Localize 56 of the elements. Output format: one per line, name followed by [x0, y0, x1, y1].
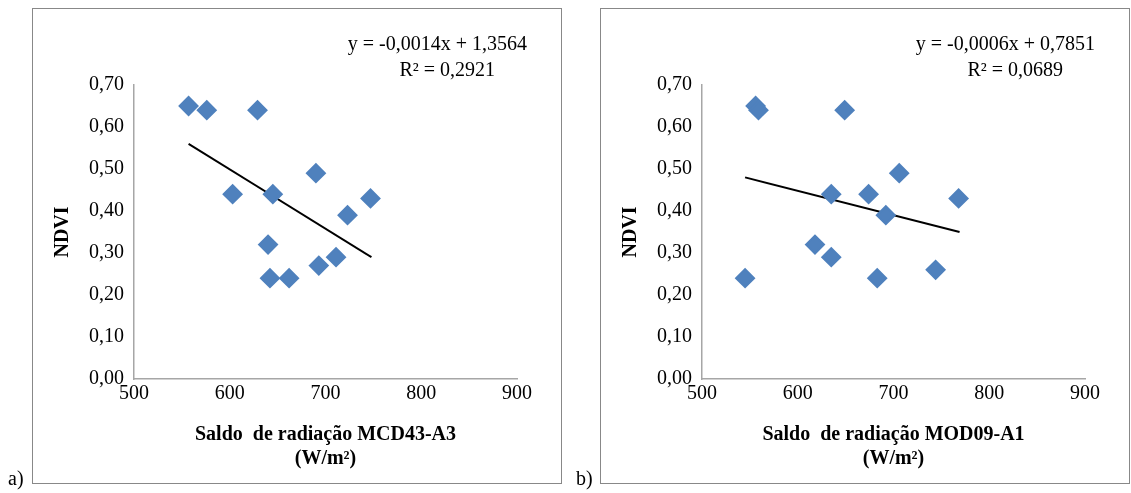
y-axis-title: NDVI — [50, 206, 73, 258]
x-axis-title: Saldo de radiação MOD09-A1 (W/m²) — [762, 422, 1025, 470]
point — [858, 184, 879, 205]
y-axis-title: NDVI — [618, 206, 641, 258]
x-tick-label: 600 — [214, 381, 245, 404]
y-tick-label: 0,20 — [657, 282, 692, 305]
point — [804, 234, 825, 255]
point — [889, 163, 910, 184]
x-tick-label: 900 — [502, 381, 532, 404]
y-tick-label: 0,40 — [657, 198, 692, 221]
y-tick-label: 0,70 — [657, 72, 692, 95]
text: b) — [576, 467, 594, 490]
text: a) — [8, 467, 25, 490]
point — [867, 268, 888, 289]
text: y = -0,0006x + 0,7851 — [915, 32, 1095, 56]
point — [262, 184, 283, 205]
x-axis-title: Saldo de radiação MCD43-A3 (W/m²) — [194, 422, 457, 470]
y-tick-label: 0,60 — [657, 114, 692, 137]
y-tick-label: 0,70 — [89, 72, 124, 95]
y-tick-label: 0,60 — [89, 114, 124, 137]
y-tick-label: 0,30 — [89, 240, 124, 263]
point — [834, 100, 855, 121]
point — [178, 96, 199, 116]
y-tick-label: 0,40 — [89, 198, 124, 221]
point — [821, 184, 842, 205]
point — [821, 247, 842, 268]
point — [196, 100, 217, 121]
point — [308, 255, 329, 276]
y-tick-label: 0,10 — [657, 324, 692, 347]
point — [259, 268, 280, 289]
y-tick-label: 0,50 — [89, 156, 124, 179]
x-tick-label: 900 — [1070, 381, 1100, 404]
point — [875, 205, 896, 226]
point — [279, 268, 300, 289]
y-tick-label: 0,50 — [657, 156, 692, 179]
point — [258, 234, 279, 255]
point — [305, 163, 326, 184]
x-tick-label: 800 — [974, 381, 1005, 404]
point — [360, 188, 381, 209]
point — [925, 259, 946, 280]
point — [948, 188, 969, 209]
point — [247, 100, 268, 121]
y-tick-label: 0,20 — [89, 282, 124, 305]
x-tick-label: 800 — [406, 381, 437, 404]
point — [326, 247, 347, 268]
point — [222, 184, 243, 205]
text: R² = 0,2921 — [399, 58, 495, 81]
y-tick-label: 0,10 — [89, 324, 124, 347]
y-tick-label: 0,30 — [657, 240, 692, 263]
point — [337, 205, 358, 226]
x-tick-label: 600 — [782, 381, 813, 404]
x-tick-label: 700 — [878, 381, 909, 404]
x-tick-label: 700 — [310, 381, 341, 404]
text: R² = 0,0689 — [967, 58, 1063, 81]
point — [735, 268, 756, 289]
text: y = -0,0014x + 1,3564 — [347, 32, 527, 56]
